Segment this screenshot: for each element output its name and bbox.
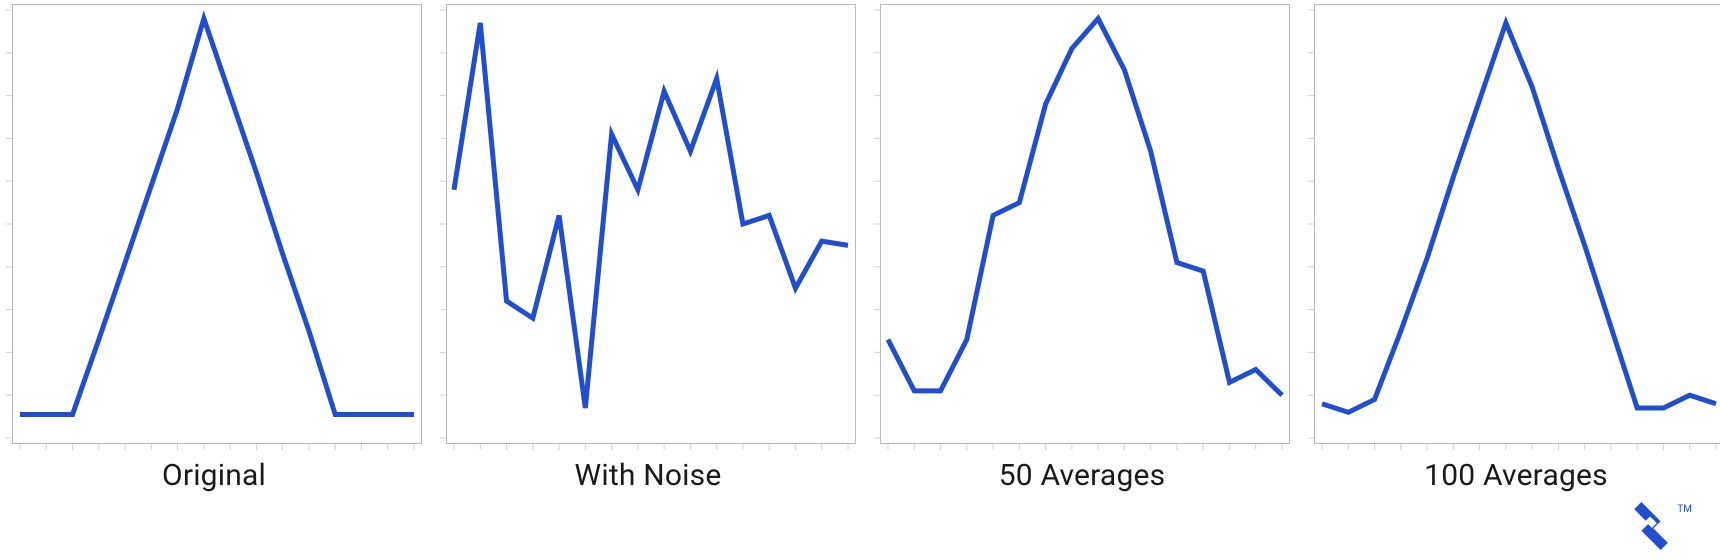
chart-label-avg_50: 50 Averages [999, 458, 1166, 493]
series-line [1322, 23, 1716, 412]
chart-panel-original: Original [6, 4, 422, 493]
tm-mark: TM [1677, 504, 1692, 515]
toptal-icon [1627, 502, 1675, 550]
charts-row: Original With Noise 50 Averages 100 Average… [0, 0, 1720, 493]
chart-label-original: Original [162, 458, 266, 493]
chart-box-original [6, 4, 422, 450]
chart-panel-avg_100: 100 Averages [1308, 4, 1720, 493]
chart-box-with_noise [440, 4, 856, 450]
series-line [888, 19, 1282, 396]
chart-box-avg_50 [874, 4, 1290, 450]
chart-panel-avg_50: 50 Averages [874, 4, 1290, 493]
series-line [20, 19, 414, 415]
chart-box-avg_100 [1308, 4, 1720, 450]
toptal-logo: TM [1627, 502, 1692, 550]
chart-panel-with_noise: With Noise [440, 4, 856, 493]
chart-label-avg_100: 100 Averages [1424, 458, 1608, 493]
series-line [454, 23, 848, 408]
chart-label-with_noise: With Noise [575, 458, 722, 493]
